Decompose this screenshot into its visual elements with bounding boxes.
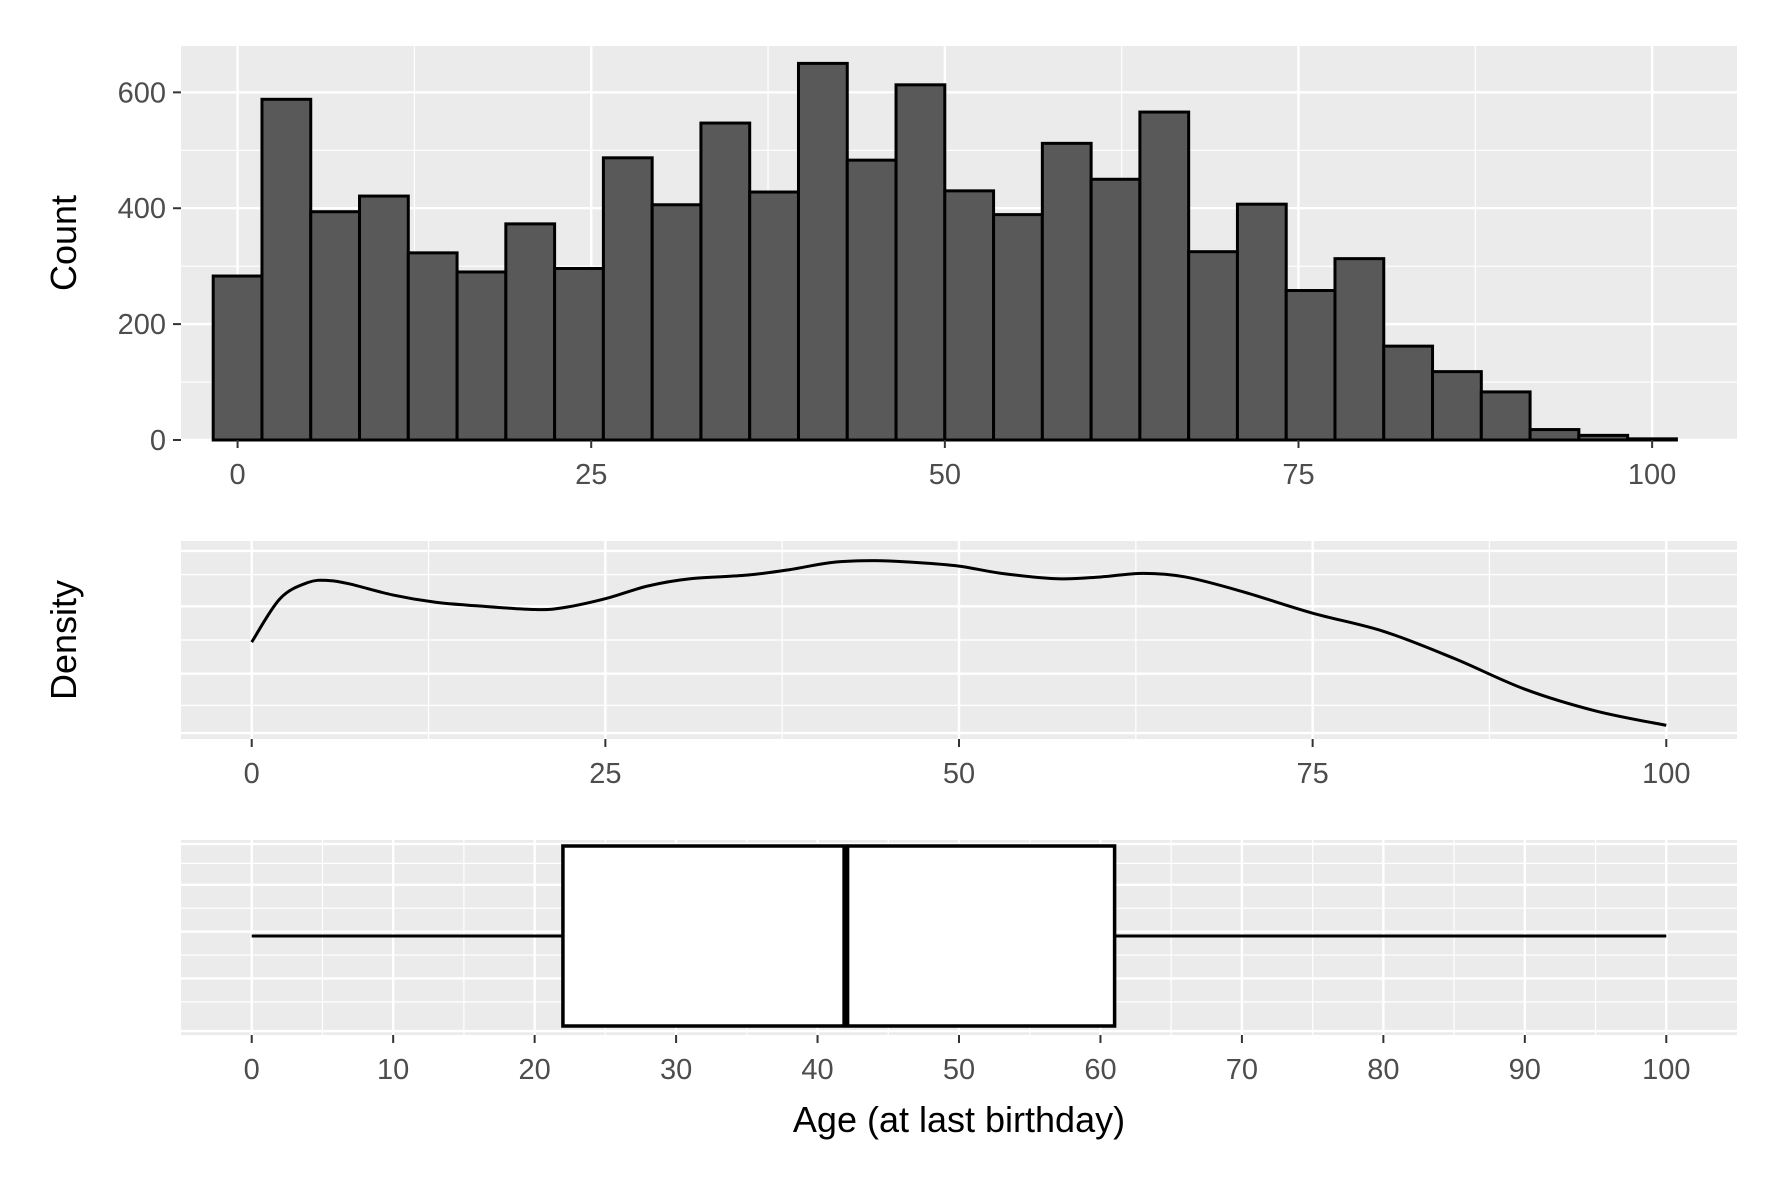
histogram-panel: 0 25 50 75 100 0 200 400 600 Count <box>43 46 1737 491</box>
histogram-bar <box>358 194 410 442</box>
histogram-bar <box>1626 437 1678 442</box>
histogram-bar <box>1235 202 1288 442</box>
histogram-bar <box>796 61 849 442</box>
boxplot-panel: 0 10 20 30 40 50 60 70 80 90 100 Age (at last birt… <box>181 840 1737 1140</box>
histogram-y-axis-title: Count <box>43 195 84 291</box>
boxplot-ticks: 0 10 20 30 40 50 60 70 80 90 100 <box>244 1035 1690 1086</box>
histogram-bar <box>504 222 557 442</box>
density-x-tick-label: 50 <box>943 758 975 790</box>
histogram-bar <box>894 83 947 442</box>
histogram-bar <box>1089 177 1142 442</box>
histogram-y-tick-label: 200 <box>118 309 166 341</box>
boxplot-x-tick-label: 80 <box>1367 1054 1399 1086</box>
histogram-x-tick-label: 75 <box>1282 459 1314 491</box>
boxplot-x-tick-label: 20 <box>519 1054 551 1086</box>
histogram-x-tick-label: 50 <box>929 459 961 491</box>
boxplot-x-tick-label: 50 <box>943 1054 975 1086</box>
histogram-bar <box>1187 250 1239 442</box>
boxplot-x-tick-label: 70 <box>1226 1054 1258 1086</box>
histogram-y-tick-label: 400 <box>118 193 166 225</box>
boxplot-x-axis-title: Age (at last birthday) <box>793 1099 1125 1140</box>
histogram-bar <box>1382 344 1435 442</box>
boxplot-x-tick-label: 10 <box>377 1054 409 1086</box>
histogram-y-tick-label: 600 <box>118 77 166 109</box>
histogram-bar <box>260 97 313 442</box>
histogram-y-tick-label: 0 <box>150 425 166 457</box>
density-x-tick-label: 100 <box>1642 758 1690 790</box>
boxplot-x-tick-label: 0 <box>244 1054 260 1086</box>
histogram-bar <box>1528 428 1581 442</box>
density-x-tick-label: 75 <box>1297 758 1329 790</box>
histogram-x-tick-label: 100 <box>1628 459 1676 491</box>
histogram-bar <box>1040 141 1093 442</box>
boxplot-x-tick-label: 60 <box>1084 1054 1116 1086</box>
density-x-tick-label: 25 <box>589 758 621 790</box>
histogram-bar <box>845 158 898 442</box>
density-curve <box>250 559 1667 727</box>
histogram-bar <box>553 266 605 442</box>
histogram-bar <box>1479 390 1532 442</box>
histogram-bar <box>943 189 996 442</box>
density-panel: 0 25 50 75 100 Density <box>43 541 1737 790</box>
histogram-bar <box>1333 257 1386 442</box>
histogram-bar <box>309 210 362 442</box>
boxplot-x-tick-label: 40 <box>801 1054 833 1086</box>
histogram-bar <box>699 121 752 442</box>
histogram-bar <box>211 274 264 442</box>
boxplot-x-tick-label: 100 <box>1642 1054 1690 1086</box>
density-ticks: 0 25 50 75 100 <box>244 739 1690 790</box>
histogram-bar <box>455 270 508 442</box>
histogram-x-tick-label: 0 <box>230 459 246 491</box>
density-x-tick-label: 0 <box>244 758 260 790</box>
histogram-bar <box>601 156 654 442</box>
boxplot-x-tick-label: 30 <box>660 1054 692 1086</box>
histogram-bar <box>748 190 800 442</box>
histogram-bar <box>1431 370 1483 442</box>
density-y-axis-title: Density <box>43 580 84 700</box>
histogram-bar <box>1138 110 1191 442</box>
histogram-bar <box>1577 433 1630 442</box>
histogram-ticks: 0 25 50 75 100 0 200 400 600 <box>118 77 1677 491</box>
histogram-bar <box>650 203 703 442</box>
boxplot-x-tick-label: 90 <box>1509 1054 1541 1086</box>
histogram-x-tick-label: 25 <box>575 459 607 491</box>
density-grid <box>181 541 1737 739</box>
boxplot-box <box>561 844 1117 1028</box>
histogram-bar <box>1284 289 1337 442</box>
histogram-bar <box>992 213 1044 442</box>
histogram-bar <box>406 251 459 442</box>
histogram-bars <box>211 61 1678 442</box>
